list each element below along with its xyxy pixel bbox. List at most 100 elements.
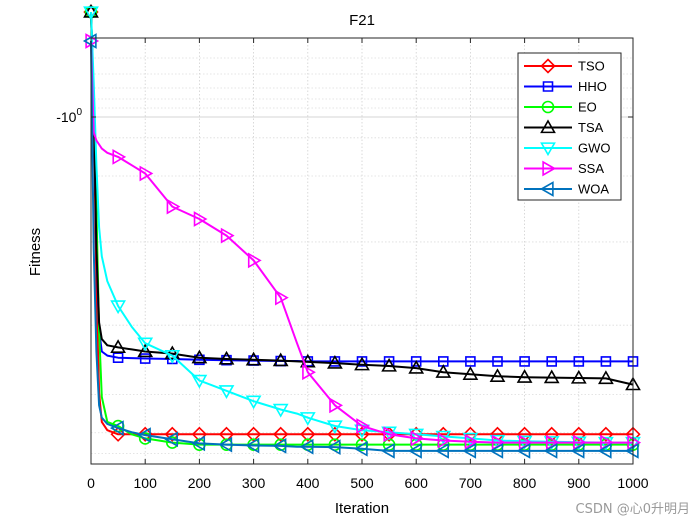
data-point-marker xyxy=(272,403,289,418)
data-point-marker xyxy=(627,356,639,367)
data-point-marker xyxy=(543,369,560,384)
data-point-marker xyxy=(327,426,343,442)
data-point-marker xyxy=(191,426,208,442)
data-point-marker xyxy=(275,289,289,306)
data-point-marker xyxy=(191,374,208,389)
legend-item-ssa: SSA xyxy=(524,160,604,177)
data-point-marker xyxy=(164,349,181,364)
data-point-marker xyxy=(273,426,289,442)
legend-label: TSA xyxy=(578,120,604,135)
legend-item-hho: HHO xyxy=(524,79,607,94)
data-point-marker xyxy=(220,227,235,244)
data-point-marker xyxy=(598,426,614,442)
data-point-marker xyxy=(489,442,504,459)
legend-item-tso: TSO xyxy=(524,58,605,74)
data-point-marker xyxy=(139,165,154,182)
x-axis-label: Iteration xyxy=(335,500,389,517)
data-point-marker xyxy=(112,149,127,165)
svg-text:-100: -100 xyxy=(56,107,82,125)
data-point-marker xyxy=(597,442,612,459)
legend-marker xyxy=(540,142,556,157)
data-point-marker xyxy=(218,436,233,453)
legend-marker xyxy=(542,81,554,92)
x-tick-label: 900 xyxy=(567,475,591,491)
series-ssa xyxy=(85,33,642,451)
data-point-marker xyxy=(516,442,531,459)
data-point-marker xyxy=(489,368,506,383)
data-point-marker xyxy=(139,353,151,364)
data-point-marker xyxy=(492,356,503,367)
data-point-marker xyxy=(462,442,477,459)
data-point-marker xyxy=(437,356,449,367)
data-point-marker xyxy=(624,442,639,459)
series-tsa xyxy=(83,3,641,391)
legend-item-woa: WOA xyxy=(524,181,609,197)
data-point-marker xyxy=(137,427,151,444)
chart-title: F21 xyxy=(349,12,375,29)
data-point-marker xyxy=(164,426,180,442)
data-point-marker xyxy=(408,359,425,374)
legend-item-tsa: TSA xyxy=(524,119,604,135)
data-point-marker xyxy=(410,430,425,447)
data-point-marker xyxy=(137,337,154,352)
legend-label: EO xyxy=(578,100,597,115)
watermark: CSDN @心0升明月 xyxy=(575,502,690,517)
series-line xyxy=(90,11,633,446)
data-point-marker xyxy=(465,356,476,367)
x-tick-label: 800 xyxy=(513,475,537,491)
data-point-marker xyxy=(245,437,260,454)
series-line xyxy=(90,11,633,436)
series-line xyxy=(90,40,633,452)
data-point-marker xyxy=(193,211,208,227)
data-point-marker xyxy=(110,339,126,354)
x-tick-label: 600 xyxy=(405,475,429,491)
legend-marker xyxy=(540,58,556,74)
data-point-marker xyxy=(462,366,479,380)
legend: TSO HHO EO TSA GWO SSA WOA xyxy=(517,52,622,201)
data-point-marker xyxy=(408,428,425,443)
x-tick-label: 1000 xyxy=(617,475,648,491)
legend-label: GWO xyxy=(578,141,611,156)
data-point-marker xyxy=(329,397,344,414)
data-point-marker xyxy=(83,6,99,21)
data-point-marker xyxy=(300,426,316,442)
legend-label: SSA xyxy=(578,161,604,176)
data-point-marker xyxy=(353,440,368,457)
series-line xyxy=(90,11,633,444)
data-point-marker xyxy=(299,438,314,455)
data-point-marker xyxy=(546,356,558,367)
x-tick-label: 400 xyxy=(296,475,320,491)
data-point-marker xyxy=(464,433,479,450)
data-point-marker xyxy=(600,356,612,367)
ticks: 0 100 200 300 400 500 600 700 800 900 1000 xyxy=(87,38,649,491)
data-point-marker xyxy=(327,420,343,435)
data-point-marker xyxy=(164,345,181,360)
data-point-marker xyxy=(326,439,341,456)
data-point-marker xyxy=(164,431,178,448)
data-point-marker xyxy=(354,356,370,371)
data-point-marker xyxy=(570,369,587,384)
data-point-marker xyxy=(299,412,316,426)
legend-label: TSO xyxy=(578,59,605,74)
data-point-marker xyxy=(82,33,97,49)
legend-marker xyxy=(539,181,554,197)
series-line xyxy=(90,40,633,444)
data-point-marker xyxy=(435,364,452,378)
series-line xyxy=(90,11,634,386)
data-point-marker xyxy=(519,356,530,367)
data-point-marker xyxy=(408,442,422,459)
data-point-marker xyxy=(327,354,343,369)
data-point-marker xyxy=(245,395,262,410)
data-point-marker xyxy=(191,349,208,364)
x-tick-label: 300 xyxy=(242,475,266,491)
data-point-marker xyxy=(380,442,395,459)
data-point-marker xyxy=(247,252,262,269)
data-point-marker xyxy=(218,350,235,365)
legend-label: HHO xyxy=(578,79,607,94)
y-tick-exponent: 0 xyxy=(76,107,82,118)
data-point-marker xyxy=(245,426,262,442)
y-tick-label: -100 xyxy=(56,107,82,125)
legend-item-gwo: GWO xyxy=(524,141,611,157)
data-point-marker xyxy=(573,356,585,367)
x-tick-label: 100 xyxy=(134,475,158,491)
